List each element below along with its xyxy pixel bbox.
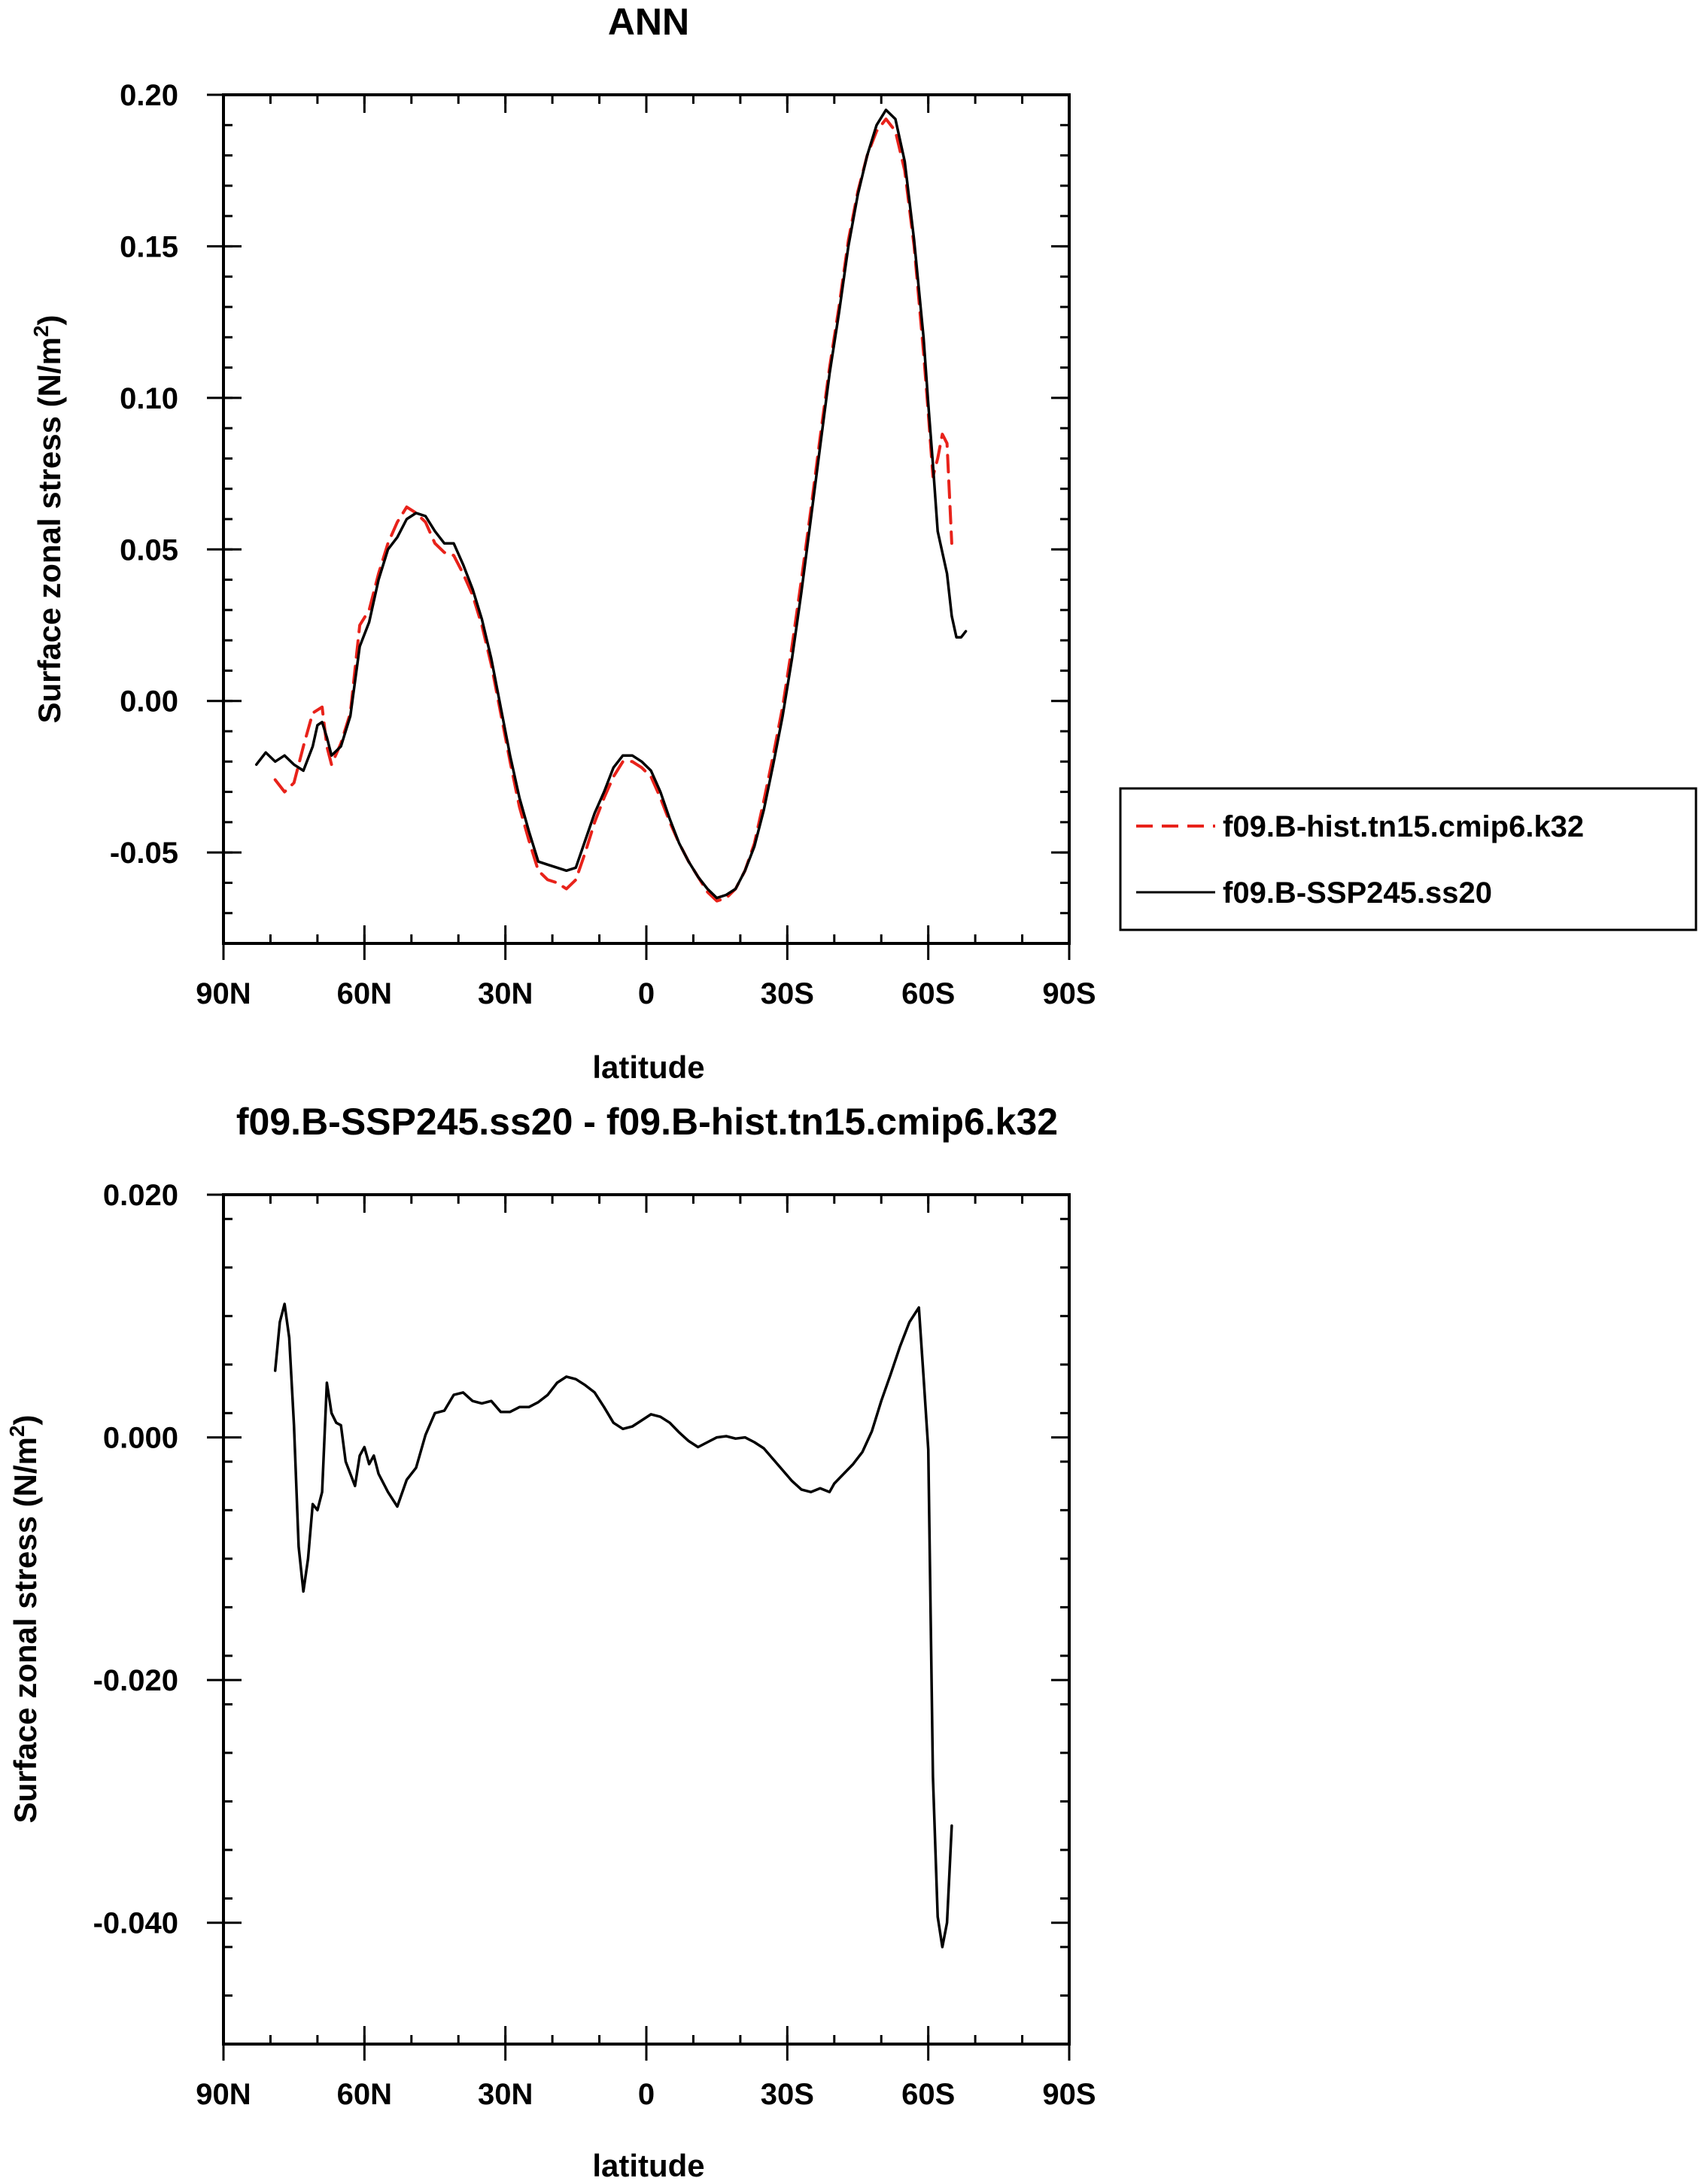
bottom-x-axis-label: latitude: [592, 2148, 704, 2183]
x-tick-label: 60N: [337, 2078, 392, 2111]
bottom-x-axis: 90N 60N 30N 0 30S 60S 90S: [196, 1195, 1096, 2111]
bottom-series-lines: [273, 1302, 953, 1949]
x-tick-label: 60S: [901, 2078, 955, 2111]
top-y-axis: -0.05 0.00 0.05 0.10 0.15 0.20: [110, 79, 1069, 945]
legend-label-hist: f09.B-hist.tn15.cmip6.k32: [1223, 810, 1584, 843]
y-tick-label: 0.05: [120, 533, 178, 567]
legend: f09.B-hist.tn15.cmip6.k32 f09.B-SSP245.s…: [1119, 787, 1697, 931]
top-chart-title: ANN: [608, 1, 689, 43]
y-tick-label: 0.00: [120, 685, 178, 718]
x-tick-label: 90S: [1042, 977, 1096, 1010]
top-y-axis-label: Surface zonal stress (N/m2): [29, 314, 67, 723]
bottom-chart-title: f09.B-SSP245.ss20 - f09.B-hist.tn15.cmip…: [236, 1101, 1058, 1143]
x-tick-label: 0: [638, 977, 655, 1010]
legend-label-ssp: f09.B-SSP245.ss20: [1223, 876, 1492, 910]
y-tick-label: 0.000: [103, 1422, 178, 1455]
y-tick-label: 0.20: [120, 79, 178, 112]
bottom-y-axis: -0.040 -0.020 0.000 0.020: [93, 1179, 1069, 2046]
series-line-ssp: [254, 108, 968, 900]
x-tick-label: 60N: [337, 977, 392, 1010]
y-tick-label: 0.15: [120, 230, 178, 263]
y-tick-label: 0.020: [103, 1179, 178, 1212]
x-tick-label: 30N: [478, 2078, 533, 2111]
y-tick-label: -0.020: [93, 1664, 178, 1697]
x-tick-label: 30S: [761, 2078, 814, 2111]
x-tick-label: 30S: [761, 977, 814, 1010]
x-tick-label: 90N: [196, 2078, 251, 2111]
top-x-axis: 90N 60N 30N 0 30S 60S 90S: [196, 95, 1096, 1010]
top-x-axis-label: latitude: [592, 1049, 704, 1085]
bottom-panel: f09.B-SSP245.ss20 - f09.B-hist.tn15.cmip…: [5, 1101, 1096, 2183]
legend-box: [1119, 787, 1697, 931]
x-tick-label: 60S: [901, 977, 955, 1010]
series-line-difference: [273, 1302, 953, 1949]
x-tick-label: 30N: [478, 977, 533, 1010]
bottom-y-axis-label: Surface zonal stress (N/m2): [5, 1414, 43, 1823]
top-panel: ANN -0.05 0.00 0.05 0.10 0.15 0.20 90N 60N 30N 0…: [29, 1, 1697, 1085]
top-plot-frame: [222, 93, 1071, 945]
y-tick-label: -0.05: [110, 837, 178, 870]
y-tick-label: -0.040: [93, 1907, 178, 1940]
bottom-plot-frame: [222, 1193, 1071, 2046]
x-tick-label: 0: [638, 2078, 655, 2111]
top-series-lines: [254, 108, 968, 903]
x-tick-label: 90N: [196, 977, 251, 1010]
x-tick-label: 90S: [1042, 2078, 1096, 2111]
y-tick-label: 0.10: [120, 382, 178, 415]
